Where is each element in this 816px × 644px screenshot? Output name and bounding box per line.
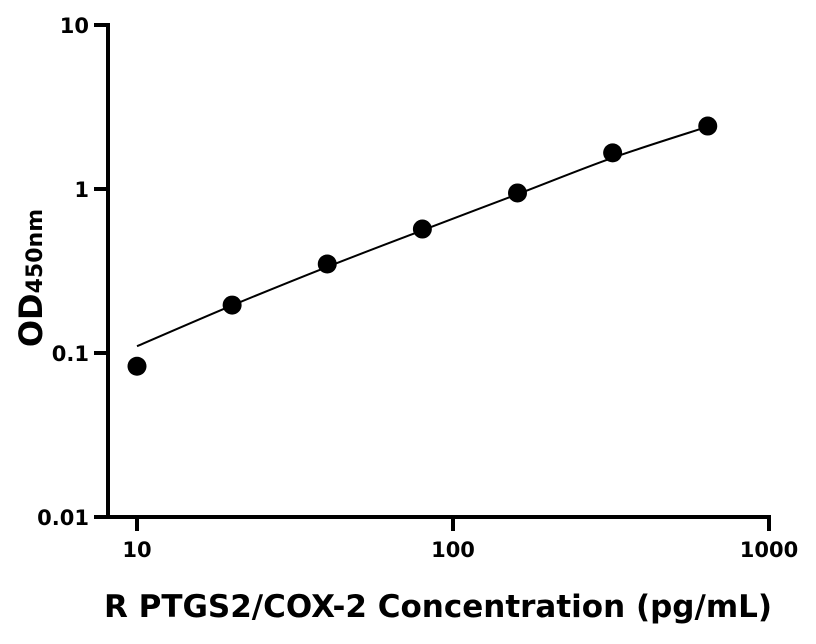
y-tick-label: 0.1 [52,342,89,366]
y-axis-label: OD450nm [12,209,50,347]
data-point [603,143,623,163]
data-point [412,219,432,239]
data-point [317,254,337,274]
x-tick-label: 10 [122,538,151,562]
y-tick-label: 10 [60,14,89,38]
data-points [127,116,718,376]
data-point [508,183,528,203]
y-axis-ticks: 0.01 0.1 1 10 [37,14,108,530]
y-tick-label: 0.01 [37,506,89,530]
y-tick-label: 1 [74,178,89,202]
x-axis-label: R PTGS2/COX-2 Concentration (pg/mL) [104,589,772,625]
data-point [698,116,718,136]
y-axis-label-main: OD [12,293,50,347]
y-axis-label-subscript: 450nm [23,209,48,294]
data-point [127,356,147,376]
x-tick-label: 100 [431,538,475,562]
x-tick-label: 1000 [740,538,798,562]
x-axis-ticks: 10 100 1000 [122,517,798,562]
data-point [222,295,242,315]
